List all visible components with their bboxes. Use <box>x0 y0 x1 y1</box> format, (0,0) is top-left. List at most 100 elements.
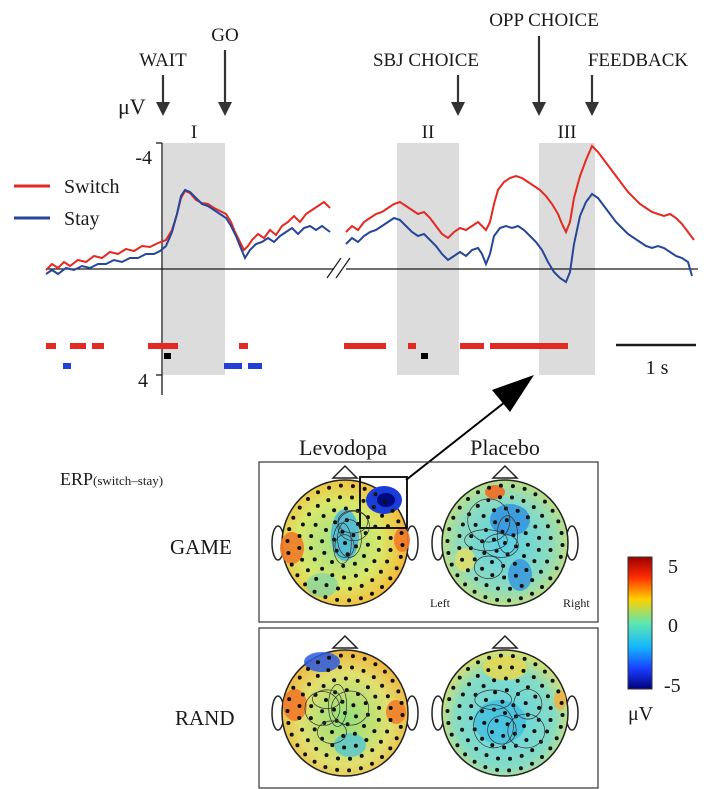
electrode-dot <box>540 683 545 688</box>
electrode-dot <box>474 746 479 751</box>
electrode-dot <box>359 753 364 758</box>
electrode-dot <box>297 546 302 550</box>
contour-line <box>474 689 512 710</box>
electrode-dot <box>522 554 526 558</box>
electrode-dot <box>538 569 543 574</box>
electrode-dot <box>307 512 312 517</box>
electrode-dot <box>322 550 327 555</box>
electrode-dot <box>483 595 488 600</box>
sig-switch-5 <box>239 343 248 349</box>
electrode-dot <box>484 753 489 758</box>
electrode-dot <box>295 743 300 748</box>
electrode-dot <box>380 755 384 759</box>
zoom-arrow-head <box>492 375 534 412</box>
electrode-dot <box>498 483 503 488</box>
electrode-dot <box>300 692 305 697</box>
column-label-levodopa: Levodopa <box>299 435 387 460</box>
electrode-dot <box>498 665 502 670</box>
electrode-dot <box>398 554 403 559</box>
electrode-dot <box>508 756 512 761</box>
sig-black-2 <box>421 353 428 359</box>
electrode-dot <box>362 656 367 661</box>
electrode-dot <box>542 499 547 504</box>
electrode-dot <box>312 727 317 732</box>
electrode-dot <box>510 484 515 489</box>
electrode-dot <box>545 524 550 529</box>
electrode-dot <box>289 732 294 737</box>
electrode-dot <box>510 665 514 670</box>
electrode-dot <box>519 753 524 758</box>
electrode-dot <box>540 513 545 518</box>
hemisphere-right-label: Right <box>563 596 590 610</box>
electrode-dot <box>353 573 358 578</box>
electrode-dot <box>371 505 376 510</box>
blob-warm <box>554 690 566 710</box>
electrode-dot <box>347 768 352 773</box>
row-label-rand: RAND <box>175 706 235 730</box>
electrode-dot <box>548 536 553 540</box>
event-sbj-choice-label: SBJ CHOICE <box>373 50 479 71</box>
electrode-dot <box>394 736 399 741</box>
electrode-dot <box>361 668 366 673</box>
electrode-dot <box>474 576 479 581</box>
electrode-dot <box>469 704 474 709</box>
electrode-dot <box>548 718 553 722</box>
electrode-dot <box>335 597 340 602</box>
electrode-dot <box>496 586 500 591</box>
electrode-dot <box>475 503 480 508</box>
electrode-dot <box>548 576 553 581</box>
electrode-dot <box>285 709 290 713</box>
electrode-dot <box>451 515 456 520</box>
electrode-dot <box>351 703 356 708</box>
electrode-dot <box>493 690 498 695</box>
electrode-dot <box>533 694 538 699</box>
electrode-dot <box>482 550 487 555</box>
axis-break-2 <box>335 257 351 279</box>
significance-bars <box>46 343 568 369</box>
electrode-dot <box>558 554 563 559</box>
electrode-dot <box>472 589 477 594</box>
electrode-dot <box>306 667 310 671</box>
electrode-dot <box>362 554 366 558</box>
legend: Switch Stay <box>14 176 120 230</box>
contour-line <box>507 713 546 749</box>
electrode-dot <box>446 551 451 555</box>
electrode-dot <box>523 531 528 536</box>
electrode-dot <box>340 699 345 704</box>
blob-warm-left <box>283 689 307 721</box>
electrode-dot <box>559 701 564 705</box>
electrode-dot <box>286 551 291 555</box>
electrode-dot <box>492 508 497 513</box>
electrode-dot <box>345 722 350 727</box>
electrode-dot <box>388 718 393 722</box>
blob-neg <box>304 652 340 672</box>
blob-yellow <box>483 656 527 680</box>
electrode-dot <box>483 765 488 770</box>
electrode-dot <box>307 682 312 687</box>
electrode-dot <box>451 685 456 690</box>
rand-box <box>258 627 599 789</box>
electrode-dot <box>465 568 470 573</box>
contour-line <box>312 689 342 709</box>
electrode-dot <box>326 498 331 503</box>
electrode-dot <box>330 730 334 734</box>
electrode-dot <box>396 519 401 524</box>
electrode-dot <box>504 518 509 523</box>
electrode-dot <box>297 675 302 680</box>
electrode-dot <box>385 559 390 564</box>
electrode-dot <box>521 498 526 503</box>
electrode-dot <box>338 483 343 488</box>
electrode-dot <box>481 684 486 688</box>
electrode-dot <box>396 689 401 694</box>
y-tick-label-top: -4 <box>135 147 152 169</box>
event-sbj-choice-arrowhead <box>451 102 465 116</box>
electrode-dot <box>370 748 375 753</box>
electrode-dot <box>480 709 485 714</box>
electrode-dot <box>323 765 328 770</box>
electrode-dot <box>378 739 383 744</box>
electrode-dot <box>533 524 538 529</box>
electrode-dot <box>490 730 494 734</box>
electrode-dot <box>376 717 381 722</box>
event-feedback-arrowhead <box>585 102 599 116</box>
sig-stay-3 <box>248 363 262 369</box>
